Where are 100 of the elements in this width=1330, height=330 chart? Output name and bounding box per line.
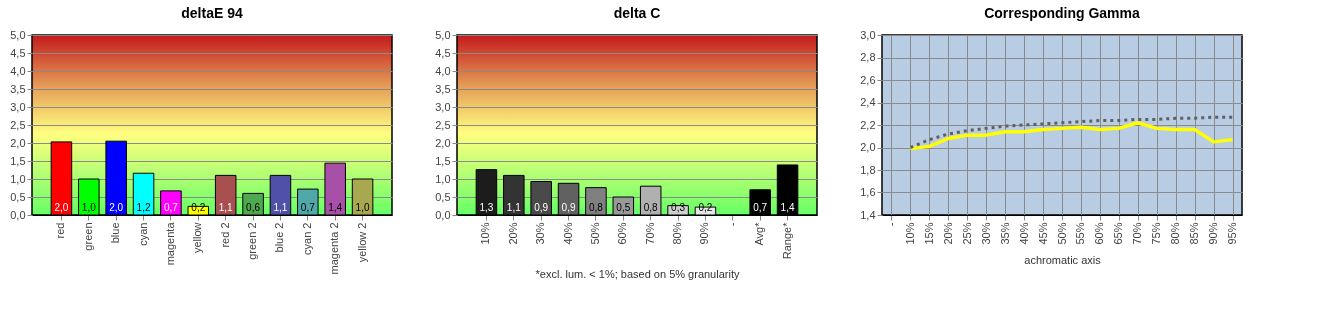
x-tick-label: 90%	[698, 222, 711, 245]
x-tick-label: yellow 2	[355, 222, 368, 263]
x-tick-label: 75%	[1150, 222, 1163, 245]
data-label: 0,7	[753, 202, 768, 213]
y-tick-label: 2,5	[10, 118, 26, 131]
y-tick-label: 2,8	[860, 51, 876, 63]
data-label: 1,1	[506, 202, 522, 213]
x-tick-label: 40%	[1017, 222, 1030, 245]
data-label: 1,4	[328, 202, 343, 213]
data-label: 0,6	[246, 202, 261, 213]
text: *excl. lum. < 1%; based on 5% granularity	[535, 268, 740, 281]
x-tick-label: cyan	[136, 222, 149, 246]
y-tick-label: 0,5	[435, 190, 451, 203]
data-label: 1,1	[273, 202, 288, 213]
y-tick-label: 1,0	[10, 172, 26, 185]
x-tick-label: 40%	[561, 222, 574, 245]
y-tick-label: 2,2	[860, 118, 876, 131]
x-tick-label: 70%	[1131, 222, 1144, 245]
y-tick-label: 1,5	[10, 154, 26, 167]
y-tick-label: 4,5	[10, 46, 26, 59]
y-tick-label: 2,0	[435, 136, 451, 149]
y-tick-label: 1,5	[435, 154, 451, 167]
chart-title: delta C	[613, 5, 661, 21]
y-tick-label: 0,0	[435, 208, 451, 221]
y-tick-label: 4,5	[435, 46, 451, 59]
data-label: 1,0	[355, 202, 370, 213]
y-tick-label: 2,6	[860, 73, 876, 86]
x-tick-label: 10%	[903, 222, 916, 245]
data-label: 2,0	[109, 202, 124, 213]
y-tick-label: 3,0	[435, 100, 451, 113]
data-label: 0,8	[588, 202, 604, 213]
x-tick-label: -	[884, 222, 897, 227]
data-label: 1,1	[218, 202, 234, 213]
y-tick-label: 3,5	[10, 82, 26, 95]
x-tick-label: 60%	[616, 222, 629, 245]
y-tick-label: 2,0	[860, 141, 876, 153]
x-axis-title: achromatic axis	[1024, 253, 1102, 266]
y-tick-label: 3,0	[860, 28, 876, 41]
x-tick-label: green 2	[246, 222, 259, 260]
x-tick-label: 50%	[588, 222, 601, 245]
data-label: 2,0	[54, 202, 69, 213]
x-tick-label: 95%	[1226, 222, 1239, 245]
data-label: 0,9	[534, 202, 549, 213]
data-label: 0,5	[616, 202, 631, 213]
chart-title: deltaE 94	[181, 5, 243, 21]
x-tick-label: 70%	[643, 222, 656, 245]
y-tick-label: 3,0	[10, 100, 26, 113]
y-tick-label: 2,4	[860, 96, 876, 108]
data-label: 0,9	[561, 202, 576, 213]
x-tick-label: magenta	[163, 221, 176, 266]
x-tick-label: Range*	[780, 221, 793, 260]
x-tick-label: blue 2	[273, 222, 286, 253]
x-tick-label: 30%	[979, 222, 992, 245]
x-tick-label: cyan 2	[300, 222, 313, 255]
x-tick-label: 20%	[506, 222, 519, 245]
y-tick-label: 2,5	[435, 118, 451, 131]
x-tick-label: 20%	[941, 222, 954, 245]
data-label: 1,3	[479, 202, 494, 213]
y-tick-label: 3,5	[435, 82, 451, 95]
x-tick-label: 90%	[1207, 222, 1220, 245]
y-tick-label: 0,5	[10, 190, 26, 203]
x-tick-label: 25%	[960, 222, 973, 245]
x-tick-label: 30%	[534, 222, 547, 245]
y-tick-label: 1,6	[860, 186, 876, 198]
y-tick-label: 5,0	[435, 28, 451, 41]
data-label: 1,0	[81, 202, 97, 213]
x-tick-label: 35%	[998, 222, 1011, 245]
y-tick-label: 0,0	[10, 208, 26, 221]
y-tick-label: 1,8	[860, 163, 876, 176]
x-tick-label: -	[725, 222, 738, 227]
x-tick-label: 10%	[479, 222, 492, 245]
data-label: 0,7	[163, 202, 179, 213]
data-label: 1,4	[780, 202, 795, 213]
y-tick-label: 4,0	[10, 64, 26, 77]
y-tick-label: 1,0	[435, 172, 451, 185]
x-tick-label: Avg*	[753, 221, 766, 246]
y-tick-label: 5,0	[10, 28, 26, 41]
x-tick-label: magenta 2	[328, 222, 341, 275]
line-series	[908, 121, 1235, 151]
x-tick-label: green	[81, 222, 94, 251]
x-tick-label: 85%	[1188, 222, 1201, 245]
x-tick-label: red 2	[218, 222, 231, 248]
x-tick-label: 45%	[1036, 222, 1049, 245]
x-tick-label: yellow	[191, 222, 204, 254]
x-tick-label: 15%	[922, 222, 935, 245]
x-tick-label: 80%	[1169, 222, 1182, 245]
x-tick-label: red	[54, 222, 67, 239]
x-tick-label: 50%	[1055, 222, 1068, 245]
x-tick-label: 55%	[1074, 222, 1087, 245]
data-label: 1,2	[136, 202, 151, 213]
y-tick-label: 4,0	[435, 64, 451, 77]
x-tick-label: 60%	[1093, 222, 1106, 245]
x-tick-label: blue	[109, 222, 122, 244]
y-tick-label: 2,0	[10, 136, 26, 149]
data-label: 0,8	[643, 202, 659, 213]
line-series	[908, 115, 1235, 149]
y-tick-label: 1,4	[860, 208, 876, 221]
x-tick-label: 80%	[671, 222, 684, 245]
x-tick-label: 65%	[1112, 222, 1125, 245]
chart-title: Corresponding Gamma	[984, 5, 1140, 21]
